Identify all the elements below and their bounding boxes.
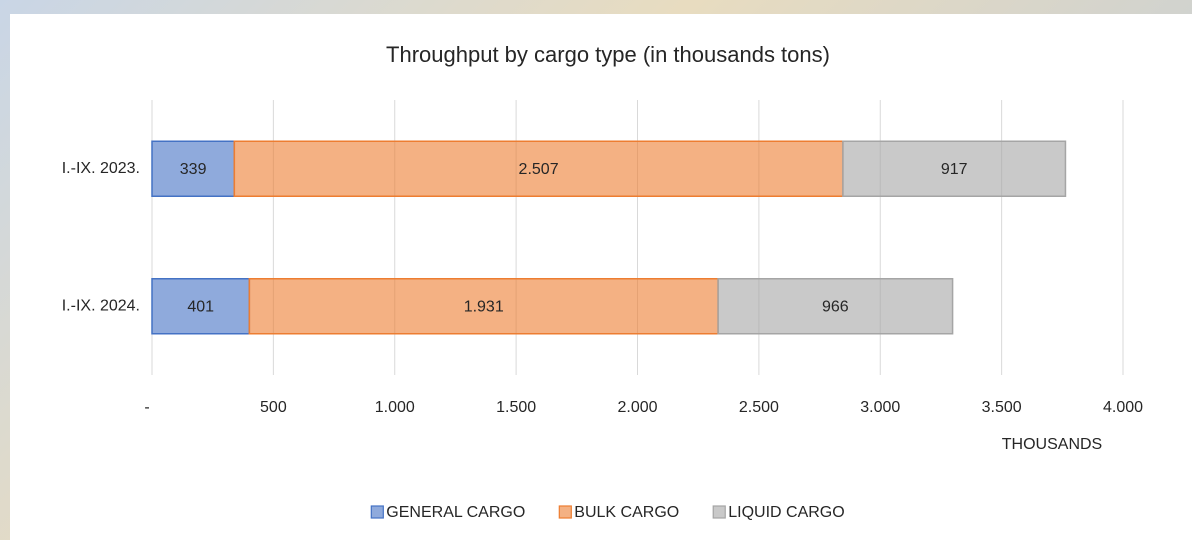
legend: GENERAL CARGO BULK CARGO LIQUID CARGO — [371, 504, 844, 521]
x-tick-label: 1.000 — [375, 399, 415, 416]
legend-label: LIQUID CARGO — [728, 504, 844, 521]
chart: Throughput by cargo type (in thousands t… — [0, 0, 1192, 540]
x-tick-label: 3.000 — [860, 399, 900, 416]
data-label: 966 — [822, 298, 849, 315]
legend-swatch — [559, 506, 571, 518]
chart-panel — [10, 14, 1192, 540]
legend-label: BULK CARGO — [574, 504, 679, 521]
x-tick-label: 2.000 — [617, 399, 657, 416]
data-label: 2.507 — [519, 161, 559, 178]
x-tick-label: 2.500 — [739, 399, 779, 416]
x-tick-label: - — [144, 399, 149, 416]
legend-swatch — [713, 506, 725, 518]
data-label: 401 — [187, 298, 214, 315]
legend-swatch — [371, 506, 383, 518]
x-axis-label: THOUSANDS — [1002, 436, 1102, 453]
data-label: 917 — [941, 161, 968, 178]
data-label: 339 — [180, 161, 207, 178]
y-tick-label: I.-IX. 2023. — [62, 160, 140, 177]
x-tick-label: 1.500 — [496, 399, 536, 416]
x-tick-label: 500 — [260, 399, 287, 416]
x-tick-label: 3.500 — [982, 399, 1022, 416]
data-label: 1.931 — [464, 298, 504, 315]
y-tick-label: I.-IX. 2024. — [62, 297, 140, 314]
x-tick-label: 4.000 — [1103, 399, 1143, 416]
legend-label: GENERAL CARGO — [386, 504, 525, 521]
page: {"chart_data": { "type": "stacked-bar-ho… — [0, 0, 1192, 540]
chart-title: Throughput by cargo type (in thousands t… — [386, 42, 830, 67]
